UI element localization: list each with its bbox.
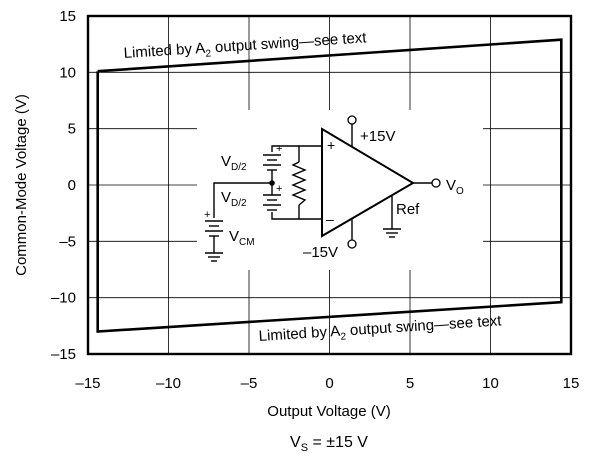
battery2-plus: + bbox=[276, 183, 282, 195]
vd-bottom-wire bbox=[271, 212, 299, 220]
resistor bbox=[291, 161, 307, 206]
circuit-schematic: + – +15V –15V VO Ref + bbox=[197, 110, 483, 270]
vpos-terminal bbox=[347, 115, 357, 125]
ref-label: Ref bbox=[396, 201, 420, 218]
annotation-bottom: Limited by A2 output swing—see text bbox=[258, 312, 503, 348]
vneg-terminal bbox=[347, 239, 357, 249]
vpos-label: +15V bbox=[360, 128, 395, 145]
x-axis-label: Output Voltage (V) bbox=[267, 403, 390, 420]
x-tick-label: –10 bbox=[156, 375, 181, 392]
vd-upper-label: VD/2 bbox=[221, 153, 247, 173]
x-tick-label: –15 bbox=[75, 375, 100, 392]
x-tick-label: 0 bbox=[325, 375, 333, 392]
vcm-plus: + bbox=[204, 209, 210, 221]
series-line bbox=[96, 38, 563, 333]
opamp-minus-sign: – bbox=[326, 211, 334, 227]
vcm-label: VCM bbox=[229, 228, 255, 248]
x-tick-label: 5 bbox=[406, 375, 414, 392]
opamp-triangle bbox=[321, 127, 415, 238]
x-tick-label: –5 bbox=[241, 375, 258, 392]
vneg-label: –15V bbox=[303, 244, 338, 261]
tick-labels: –15 –10 –5 0 5 10 15 15 10 5 0 –5 –10 –15 bbox=[51, 8, 579, 392]
vd-lower-label: VD/2 bbox=[221, 189, 247, 209]
y-tick-label: –5 bbox=[59, 233, 76, 250]
y-tick-label: 10 bbox=[59, 64, 76, 81]
battery1-plus: + bbox=[276, 143, 282, 155]
y-tick-label: 0 bbox=[68, 177, 76, 194]
x-tick-label: 15 bbox=[563, 375, 580, 392]
y-tick-label: 15 bbox=[59, 8, 76, 25]
output-terminal bbox=[431, 178, 441, 188]
plot-frame bbox=[86, 14, 573, 356]
y-tick-label: –10 bbox=[51, 290, 76, 307]
y-axis-label: Common-Mode Voltage (V) bbox=[13, 94, 30, 276]
output-label: VO bbox=[446, 177, 464, 197]
annotation-top: Limited by A2 output swing—see text bbox=[123, 29, 368, 65]
series-layer bbox=[96, 38, 563, 333]
x-tick-label: 10 bbox=[482, 375, 499, 392]
opamp-plus-sign: + bbox=[327, 137, 335, 153]
y-tick-label: –15 bbox=[51, 346, 76, 363]
vd-top-wire bbox=[271, 145, 299, 152]
vcm-wire bbox=[213, 182, 272, 218]
caption: VS = ±15 V bbox=[290, 434, 368, 454]
y-tick-label: 5 bbox=[68, 121, 76, 138]
